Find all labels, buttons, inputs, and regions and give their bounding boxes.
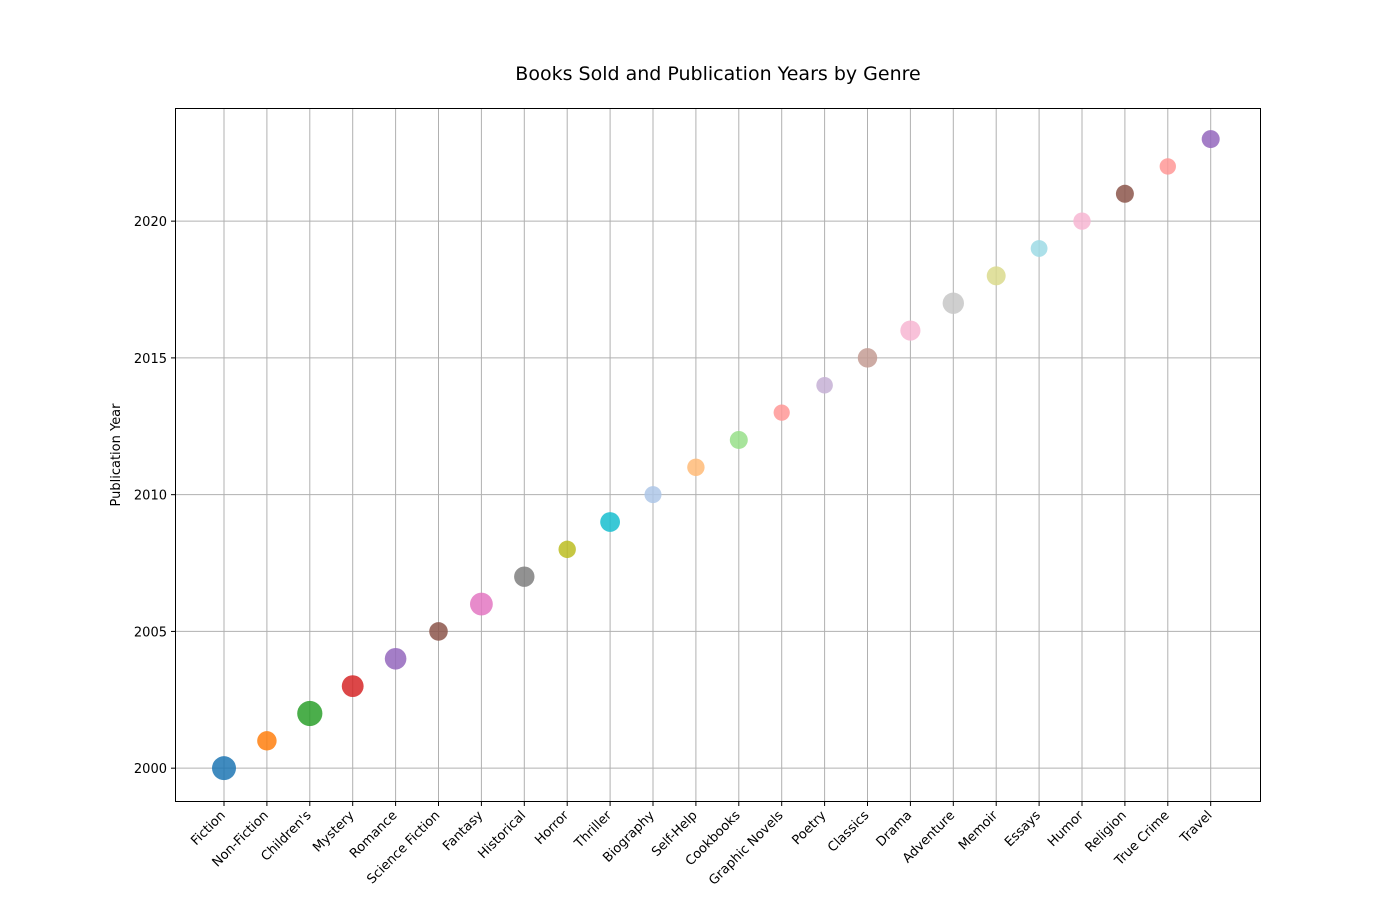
data-point-graphic-novels: [773, 404, 790, 421]
x-tick-label: Humor: [1045, 808, 1087, 850]
data-point-historical: [514, 566, 535, 587]
chart-title: Books Sold and Publication Years by Genr…: [515, 63, 920, 85]
data-point-poetry: [816, 376, 833, 394]
x-tick-label: Fiction: [188, 808, 228, 848]
data-point-mystery: [341, 675, 364, 698]
data-point-memoir: [986, 266, 1006, 286]
x-tick-label: Drama: [874, 808, 916, 850]
x-tick-label: Essays: [1002, 808, 1044, 850]
data-point-humor: [1073, 212, 1091, 230]
data-point-fantasy: [470, 592, 493, 616]
data-point-non-fiction: [257, 731, 277, 751]
data-point-travel: [1201, 130, 1220, 149]
data-point-horror: [558, 540, 576, 559]
y-tick-label: 2010: [134, 489, 167, 504]
plot-frame: [175, 108, 1261, 802]
data-point-drama: [900, 320, 921, 341]
data-point-essays: [1030, 240, 1048, 257]
x-tick-label: Horror: [532, 808, 572, 848]
y-tick-label: 2005: [134, 625, 167, 640]
x-tick-layer: FictionNon-FictionChildren'sMysteryRoman…: [188, 801, 1216, 889]
grid-layer: [176, 109, 1260, 801]
data-point-fiction: [212, 756, 236, 781]
data-point-romance: [384, 647, 407, 670]
x-tick-label: Graphic Novels: [706, 808, 786, 888]
y-tick-label: 2020: [134, 215, 167, 230]
y-tick-layer: 2000 2005 2010 2015 2020: [134, 215, 176, 777]
x-tick-label: Poetry: [789, 808, 829, 848]
data-point-thriller: [600, 512, 620, 532]
point-layer: [212, 130, 1220, 781]
x-tick-label: Classics: [825, 808, 872, 855]
x-tick-label: Science Fiction: [364, 808, 443, 887]
data-point-cookbooks: [729, 430, 748, 449]
data-point-children-s: [297, 700, 323, 727]
y-tick-label: 2000: [134, 762, 167, 777]
x-tick-label: Travel: [1177, 808, 1216, 847]
data-point-biography: [644, 486, 662, 504]
y-axis-label: Publication Year: [109, 403, 124, 507]
data-point-religion: [1115, 184, 1134, 203]
data-point-classics: [857, 348, 878, 368]
y-tick-label: 2015: [134, 352, 167, 367]
data-point-adventure: [942, 292, 964, 314]
x-tick-label: Thriller: [571, 808, 615, 852]
data-point-science-fiction: [429, 622, 448, 641]
data-point-true-crime: [1159, 158, 1176, 175]
data-point-self-help: [687, 458, 705, 477]
x-tick-label: Memoir: [956, 808, 1002, 854]
